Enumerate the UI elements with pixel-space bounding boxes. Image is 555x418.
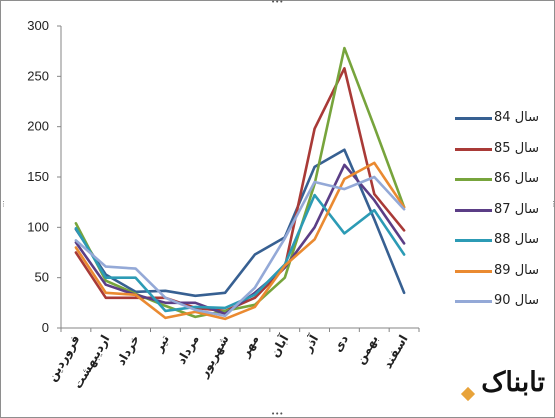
legend-item: سال 84 <box>453 109 551 140</box>
legend-swatch <box>455 147 492 151</box>
x-tick-label: تیر <box>151 333 172 355</box>
y-tick-label: 0 <box>42 320 49 335</box>
y-tick-label: 150 <box>27 169 49 184</box>
y-tick-labels: 0 50 100 150 200 250 300 <box>27 18 49 335</box>
series-line <box>74 148 406 298</box>
y-tick-label: 200 <box>27 119 49 134</box>
legend-item: سال 86 <box>453 170 551 201</box>
legend-label: سال 84 <box>494 110 539 125</box>
chart-axes <box>57 25 420 332</box>
legend-label: سال 88 <box>494 232 539 247</box>
series-line <box>74 46 406 319</box>
legend-label: سال 85 <box>494 140 539 156</box>
legend-swatch <box>455 239 492 242</box>
legend-swatch <box>455 208 492 212</box>
x-tick-label: دی <box>330 333 351 355</box>
logo-diamond-icon <box>460 386 476 402</box>
legend-label: سال 89 <box>494 262 539 278</box>
legend-item: سال 90 <box>453 292 551 323</box>
y-tick-label: 100 <box>27 219 49 234</box>
legend-item: سال 85 <box>453 140 551 171</box>
resize-handle-right[interactable]: ⋮ <box>550 200 555 208</box>
y-tick-label: 300 <box>27 18 49 33</box>
legend-swatch <box>455 117 492 120</box>
x-tick-label: خرداد <box>114 333 142 368</box>
legend-label: سال 86 <box>494 171 539 186</box>
series-line <box>74 161 406 321</box>
x-tick-label: آذر <box>299 331 322 355</box>
resize-handle-bottom[interactable]: ••• <box>271 410 284 418</box>
x-tick-label: مرداد <box>174 333 202 367</box>
series-lines <box>74 46 406 321</box>
legend-swatch <box>455 269 492 273</box>
x-tick-label: بهمن <box>353 333 381 367</box>
legend-swatch <box>455 300 492 303</box>
chart-legend: سال 84 سال 85 سال 86 سال 87 سال 88 سال 89 سال … <box>453 109 551 323</box>
legend-swatch <box>455 178 492 181</box>
legend-item: سال 87 <box>453 201 551 232</box>
y-tick-label: 250 <box>27 68 49 83</box>
series-line <box>74 175 406 318</box>
x-tick-label: آبان <box>267 331 292 360</box>
logo-text: تابناک <box>481 367 545 398</box>
resize-handle-left[interactable]: ⋮ <box>0 200 7 208</box>
legend-label: سال 90 <box>494 293 539 308</box>
site-logo: تابناک <box>459 361 553 415</box>
resize-handle-top[interactable]: ••• <box>271 0 284 6</box>
y-tick-label: 50 <box>35 270 49 285</box>
x-tick-label: اسفند <box>380 333 410 372</box>
series-line <box>74 163 406 316</box>
legend-item: سال 89 <box>453 262 551 293</box>
legend-item: سال 88 <box>453 231 551 262</box>
legend-label: سال 87 <box>494 201 539 217</box>
x-tick-label: مهر <box>237 333 261 361</box>
